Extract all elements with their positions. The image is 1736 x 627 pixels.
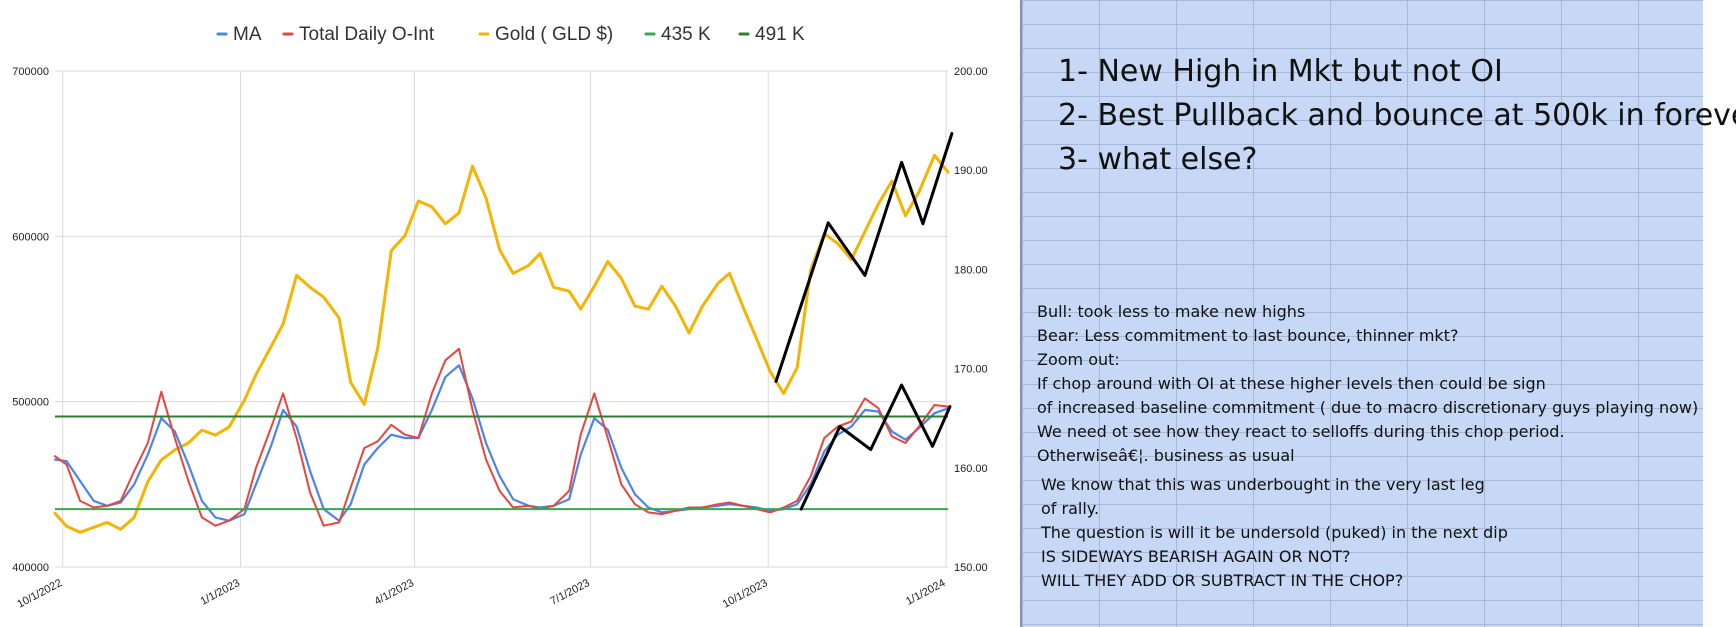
right-tick-label: 170.00 (954, 364, 988, 376)
x-tick-label: 1/1/2023 (199, 577, 242, 608)
left-tick-label: 700000 (12, 66, 49, 78)
right-tick-label: 150.00 (954, 562, 988, 574)
chart-area: 400000 500000 600000 700000 150.00 160.00 170.… (12, 24, 988, 611)
left-tick-label: 600000 (12, 231, 49, 243)
right-tick-label: 180.00 (954, 264, 988, 276)
legend-label: MA (233, 24, 262, 45)
note-react: We need ot see how they react to selloff… (1037, 422, 1565, 441)
legend-label: 435 K (661, 24, 711, 45)
note-big-2: 2- Best Pullback and bounce at 500k in f… (1058, 98, 1736, 133)
left-tick-label: 500000 (12, 397, 49, 409)
spreadsheet-grid[interactable] (1020, 0, 1703, 627)
left-tick-label: 400000 (12, 562, 49, 574)
note-otherwise: Otherwiseâ€¦. business as usual (1037, 446, 1295, 465)
note-big-3: 3- what else? (1058, 142, 1258, 177)
note-chop: If chop around with OI at these higher l… (1037, 374, 1546, 393)
oi-zigzag-annotation (799, 383, 952, 511)
note-of-rally: of rally. (1041, 499, 1100, 518)
spreadsheet-panel: 1- New High in Mkt but not OI 2- Best Pu… (1020, 0, 1736, 627)
x-tick-label: 10/1/2022 (15, 577, 64, 611)
gold-series-line (53, 153, 950, 534)
right-tick-label: 200.00 (954, 66, 988, 78)
oi-series-line (54, 347, 949, 527)
right-tick-label: 160.00 (954, 463, 988, 475)
legend-label: Total Daily O-Int (299, 24, 435, 45)
chart-svg: 400000 500000 600000 700000 150.00 160.00 170.… (12, 24, 988, 611)
ma-series-line (53, 364, 950, 522)
note-bear: Bear: Less commitment to last bounce, th… (1037, 326, 1459, 345)
x-tick-label: 7/1/2023 (548, 577, 591, 608)
note-bull: Bull: took less to make new highs (1037, 302, 1306, 321)
note-question: The question is will it be undersold (pu… (1041, 523, 1508, 542)
note-sideways: IS SIDEWAYS BEARISH AGAIN OR NOT? (1041, 547, 1351, 566)
legend-label: Gold ( GLD $) (495, 24, 613, 45)
x-tick-label: 4/1/2023 (372, 577, 415, 608)
note-underbought: We know that this was underbought in the… (1041, 475, 1485, 494)
gold-zigzag-annotation (774, 132, 954, 383)
note-add-subtract: WILL THEY ADD OR SUBTRACT IN THE CHOP? (1041, 571, 1404, 590)
note-baseline: of increased baseline commitment ( due t… (1037, 398, 1699, 417)
legend-label: 491 K (755, 24, 805, 45)
right-tick-label: 190.00 (954, 165, 988, 177)
note-zoom-out: Zoom out: (1037, 350, 1120, 369)
x-tick-label: 10/1/2023 (721, 577, 770, 611)
note-big-1: 1- New High in Mkt but not OI (1058, 54, 1503, 89)
x-tick-label: 1/1/2024 (904, 577, 947, 608)
